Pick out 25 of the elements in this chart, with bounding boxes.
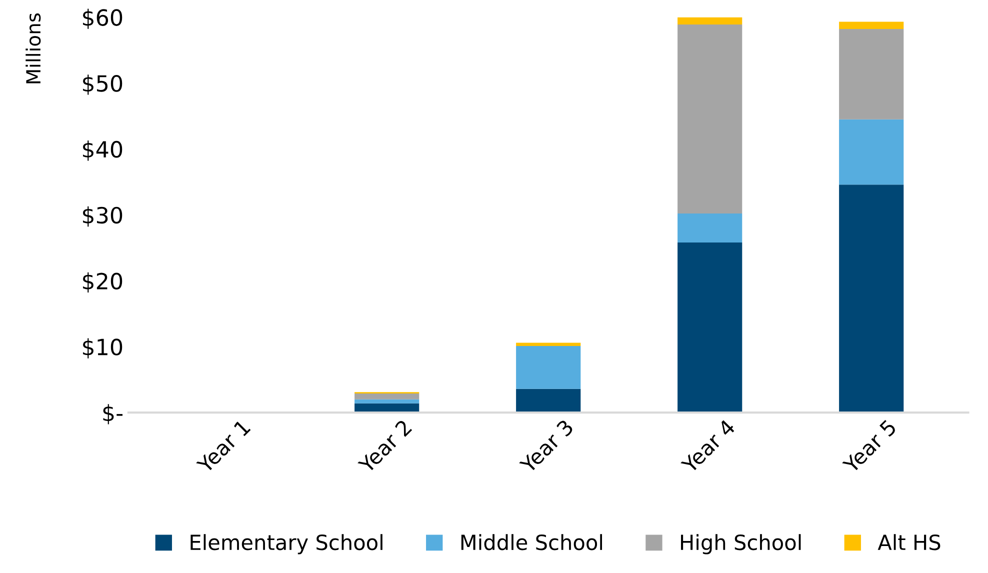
- bar: [839, 29, 904, 120]
- y-tick-label: $40: [83, 140, 122, 161]
- y-axis-title: Millions: [26, 13, 41, 84]
- bar: [354, 393, 420, 400]
- legend-label: Alt HS: [878, 534, 940, 550]
- legend-label: Elementary School: [190, 534, 382, 554]
- bar: [516, 342, 581, 346]
- bar: [678, 24, 742, 214]
- y-tick-label: $30: [83, 206, 122, 227]
- bar: [839, 184, 904, 413]
- y-tick-label: $-: [103, 404, 122, 424]
- bar: [839, 22, 904, 30]
- y-tick-label: $10: [83, 338, 122, 358]
- bar: [678, 17, 742, 24]
- y-tick-label: $50: [83, 74, 122, 95]
- bar: [354, 399, 420, 404]
- legend-label: Middle School: [461, 534, 602, 550]
- bar: [678, 242, 742, 413]
- bar: [516, 388, 581, 413]
- bar: [516, 346, 581, 389]
- legend-label: High School: [681, 534, 801, 554]
- y-tick-label: $60: [83, 8, 122, 29]
- bar: [678, 214, 742, 243]
- y-tick-label: $20: [83, 272, 122, 292]
- bar: [839, 119, 904, 185]
